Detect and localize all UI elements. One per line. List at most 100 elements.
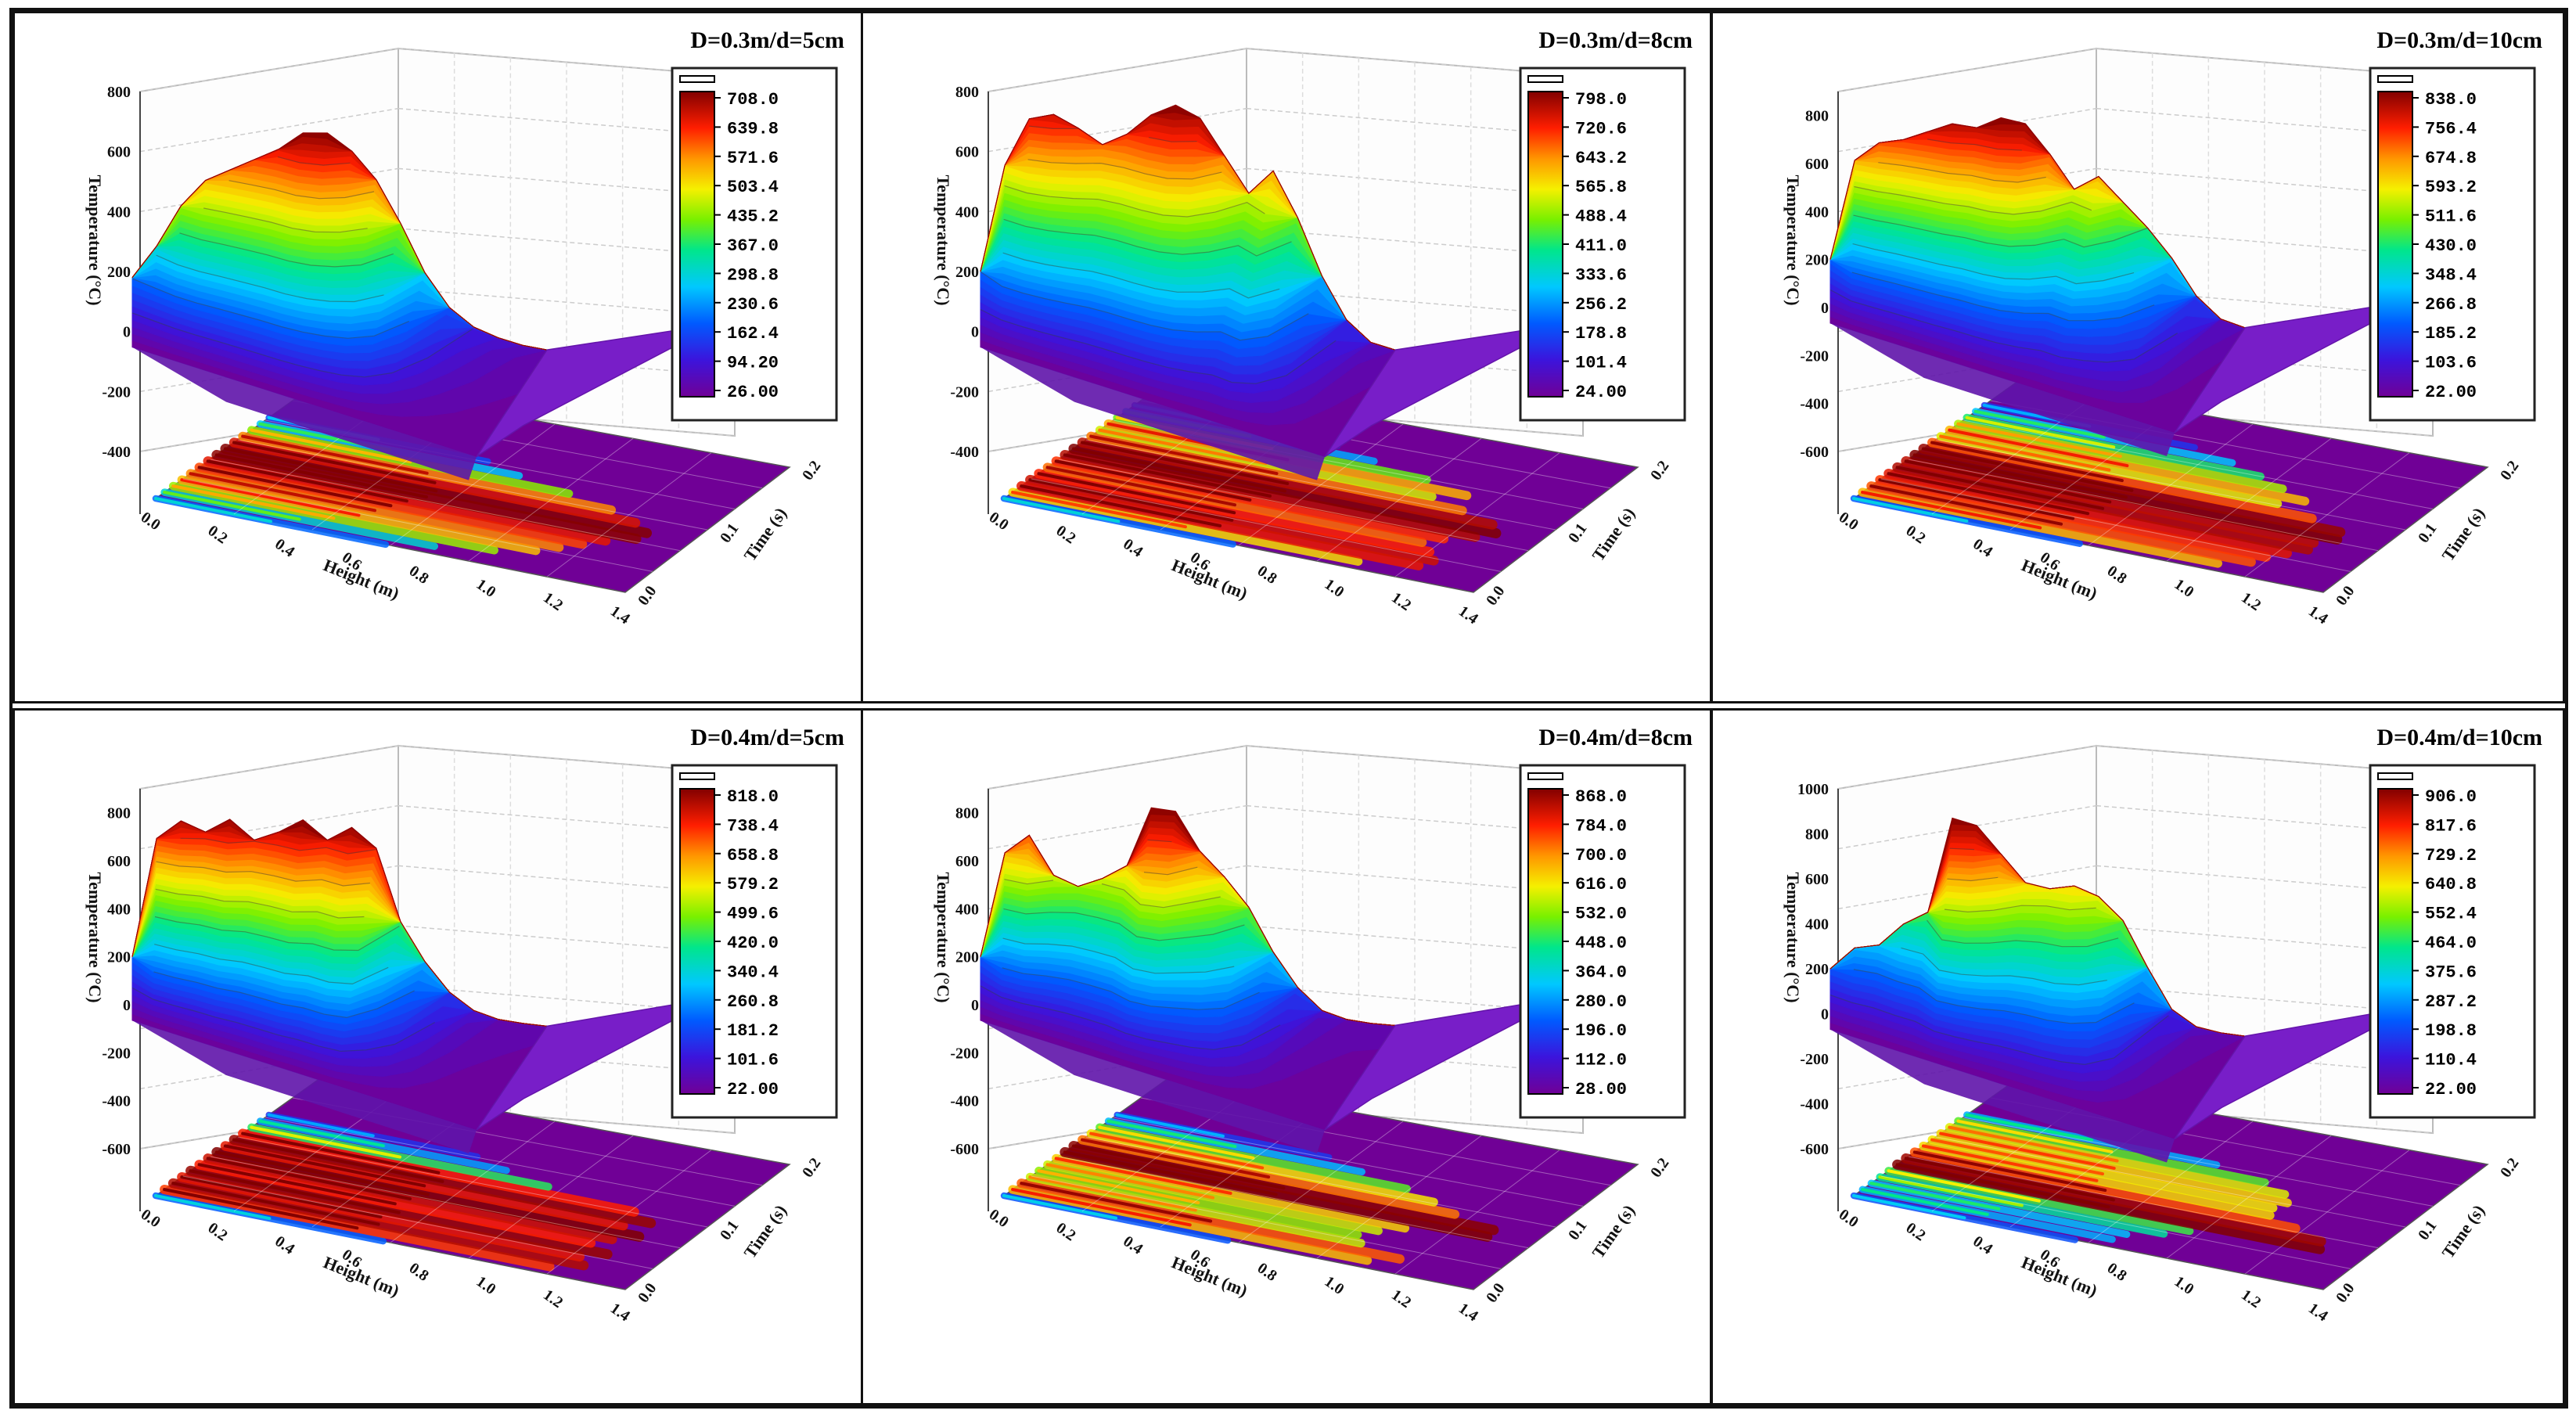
- contour-core: [1002, 1194, 1118, 1220]
- contour-core: [1054, 459, 1252, 502]
- z-tick-label: 200: [107, 264, 131, 281]
- colorbar-cap: [679, 772, 715, 780]
- z-axis-label: Temperature (°C): [85, 175, 105, 305]
- chart-panel: 800 600 400 200 0 -200 -400 -600 Temperature (°C…: [861, 708, 1712, 1405]
- colorbar-tick-label: 435.2: [727, 207, 779, 227]
- x-tick-label: 0.8: [1254, 562, 1280, 587]
- z-tick-label: 600: [1805, 871, 1829, 888]
- z-tick-label: 0: [1821, 300, 1829, 317]
- colorbar-tick-label: 643.2: [1575, 149, 1627, 168]
- contour-core: [1071, 447, 1286, 493]
- colorbar-tick-label: 101.6: [727, 1051, 779, 1070]
- colorbar-tick-label: 22.00: [727, 1080, 779, 1099]
- contour-core: [1045, 466, 1236, 507]
- colorbar-tick-label: 503.4: [727, 178, 779, 197]
- z-tick-label: -600: [1800, 1141, 1829, 1158]
- gridline: [1246, 984, 1584, 1014]
- contour-core: [1011, 491, 1187, 529]
- contour-core: [214, 453, 428, 499]
- colorbar-tick-label: 488.4: [1575, 207, 1627, 227]
- y-tick-label: 0.1: [1565, 520, 1590, 546]
- surface-plot-svg: 1000 800 600 400 200 0 -200 -400 -600 Temperature…: [1783, 725, 2542, 1325]
- x-tick-label: 1.0: [473, 1273, 498, 1298]
- floor-gridline: [1085, 1136, 1556, 1228]
- colorbar-tick-label: 181.2: [727, 1021, 779, 1041]
- contour-core: [1028, 478, 1234, 522]
- surface-contour: [1829, 995, 2169, 1066]
- chart-panel: 800 600 400 200 0 -200 -400 -600 Temperature (°C…: [1711, 11, 2565, 703]
- contour-core: [1869, 484, 2063, 526]
- colorbar-tick-label: 256.2: [1575, 295, 1627, 315]
- x-tick-label: 0.2: [1053, 522, 1079, 547]
- panel-title: D=0.4m/d=5cm: [690, 725, 844, 750]
- surface-contour: [180, 837, 376, 855]
- colorbar-tick-label: 103.6: [2425, 354, 2477, 373]
- x-tick-label: 1.4: [2305, 603, 2331, 628]
- colorbar-tick-label: 101.4: [1575, 354, 1627, 373]
- panel-title: D=0.3m/d=5cm: [690, 27, 844, 53]
- y-tick-label: 0.1: [1565, 1218, 1590, 1243]
- gridline: [139, 48, 399, 92]
- floor-gridline: [468, 1135, 634, 1259]
- chart-panel: 800 600 400 200 0 -200 -400 Temperature (°C) 0.0…: [13, 11, 864, 703]
- contour-core: [1861, 491, 2042, 530]
- colorbar-tick-label: 817.6: [2425, 816, 2477, 836]
- surface-contour: [131, 312, 473, 378]
- contour-core: [1002, 497, 1121, 524]
- contour-core: [1861, 1188, 1989, 1216]
- gridline: [988, 408, 1247, 452]
- colorbar-tick-label: 700.0: [1575, 846, 1627, 865]
- contour-core: [1106, 1119, 1237, 1149]
- x-tick-label: 0.0: [138, 1206, 164, 1231]
- colorbar-tick-label: 838.0: [2425, 90, 2477, 110]
- figure-grid: 800 600 400 200 0 -200 -400 Temperature (°C) 0.0…: [9, 8, 2568, 1409]
- floor-gridline: [237, 439, 708, 531]
- x-tick-label: 0.2: [205, 522, 231, 547]
- surface-contour: [156, 861, 370, 887]
- colorbar-tick-label: 364.0: [1575, 962, 1627, 982]
- colorbar-tick-label: 906.0: [2425, 787, 2477, 807]
- contour-core: [1011, 1188, 1192, 1227]
- x-tick-label: 0.4: [1120, 535, 1146, 560]
- x-tick-label: 0.4: [1970, 1232, 1995, 1257]
- contour-core: [232, 1138, 444, 1183]
- surface-contour: [1003, 908, 1245, 941]
- colorbar-tick-label: 593.2: [2425, 178, 2477, 197]
- contour-core: [1904, 459, 2112, 504]
- panel-title: D=0.3m/d=10cm: [2376, 27, 2542, 53]
- x-tick-label: 1.2: [540, 589, 566, 614]
- colorbar-tick-label: 420.0: [727, 934, 779, 953]
- surface-contour: [1854, 185, 2092, 215]
- z-tick-label: 800: [1805, 826, 1829, 844]
- z-tick-label: 0: [971, 997, 979, 1014]
- colorbar-tick-label: 178.8: [1575, 324, 1627, 344]
- z-tick-label: 400: [1805, 916, 1829, 934]
- colorbar-cap: [1527, 772, 1563, 780]
- x-tick-label: 0.2: [1053, 1219, 1079, 1244]
- contour-core: [1037, 1169, 1200, 1205]
- colorbar-tick-label: 571.6: [727, 149, 779, 168]
- contour-core: [1028, 1175, 1197, 1212]
- colorbar: [1527, 788, 1563, 1095]
- y-tick-label: 0.0: [635, 1280, 660, 1306]
- gridline: [1837, 1105, 2097, 1150]
- colorbar-tick-label: 738.4: [727, 816, 779, 836]
- gridline: [139, 408, 399, 452]
- floor-gridline: [2088, 1121, 2254, 1243]
- z-tick-label: 400: [955, 901, 979, 918]
- contour-core: [267, 1113, 375, 1138]
- y-axis-label: Time (s): [739, 504, 790, 565]
- surface-contour: [1901, 947, 2107, 986]
- z-tick-label: 800: [1805, 108, 1829, 125]
- z-tick-label: 600: [1805, 156, 1829, 173]
- colorbar-tick-label: 266.8: [2425, 295, 2477, 315]
- y-tick-label: 0.2: [2497, 1155, 2522, 1181]
- colorbar-tick-label: 565.8: [1575, 178, 1627, 197]
- contour-core: [1887, 472, 2090, 516]
- gridline: [1837, 804, 2097, 850]
- z-tick-label: -400: [1800, 396, 1829, 413]
- gridline: [988, 1045, 1247, 1090]
- contour-core: [1089, 434, 1279, 476]
- gridline: [398, 287, 736, 317]
- y-axis-label: Time (s): [2437, 504, 2488, 565]
